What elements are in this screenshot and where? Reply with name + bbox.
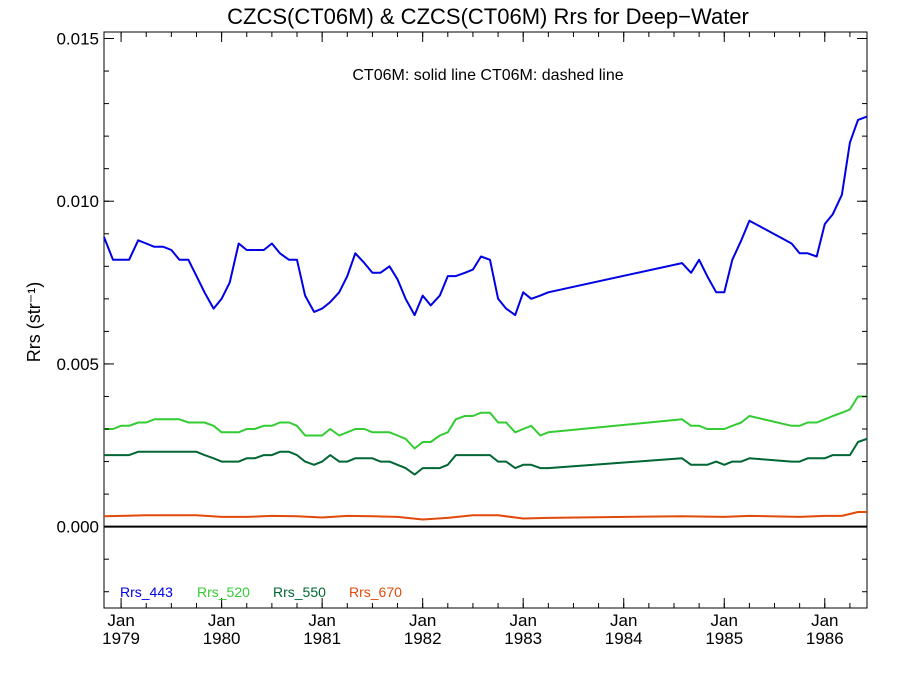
legend-entry-rrs-550: Rrs_550 <box>273 584 326 600</box>
x-tick-label-year: 1984 <box>605 629 643 648</box>
x-tick-label-month: Jan <box>711 611 738 630</box>
x-tick-label-month: Jan <box>208 611 235 630</box>
x-tick-label-year: 1981 <box>303 629 341 648</box>
x-tick-label-year: 1983 <box>504 629 542 648</box>
chart-annotation: CT06M: solid line CT06M: dashed line <box>352 67 623 84</box>
chart-title: CZCS(CT06M) & CZCS(CT06M) Rrs for Deep−W… <box>227 4 749 29</box>
series-line-rrs-520 <box>104 395 867 450</box>
x-tick-label-month: Jan <box>610 611 637 630</box>
x-tick-label-month: Jan <box>409 611 436 630</box>
y-tick-label: 0.000 <box>56 518 99 537</box>
x-tick-label-year: 1980 <box>203 629 241 648</box>
y-axis-label: Rrs (str⁻¹) <box>24 282 44 362</box>
y-tick-label: 0.015 <box>56 30 99 49</box>
y-tick-label: 0.005 <box>56 355 99 374</box>
series-line-rrs-550 <box>104 437 868 476</box>
legend-entry-rrs-670: Rrs_670 <box>349 584 402 600</box>
x-tick-label-month: Jan <box>308 611 335 630</box>
x-tick-label-year: 1985 <box>705 629 743 648</box>
x-tick-label-month: Jan <box>509 611 536 630</box>
x-tick-label-year: 1986 <box>806 629 844 648</box>
legend-entry-rrs-443: Rrs_443 <box>120 584 173 600</box>
x-tick-label-year: 1979 <box>102 629 140 648</box>
series-line-rrs-443 <box>103 115 868 317</box>
x-tick-label-year: 1982 <box>404 629 442 648</box>
legend-entry-rrs-520: Rrs_520 <box>197 584 250 600</box>
y-tick-label: 0.010 <box>56 192 99 211</box>
plot-frame <box>103 31 868 609</box>
series-line-rrs-670 <box>103 511 867 521</box>
x-tick-label-month: Jan <box>811 611 838 630</box>
x-tick-label-month: Jan <box>107 611 134 630</box>
